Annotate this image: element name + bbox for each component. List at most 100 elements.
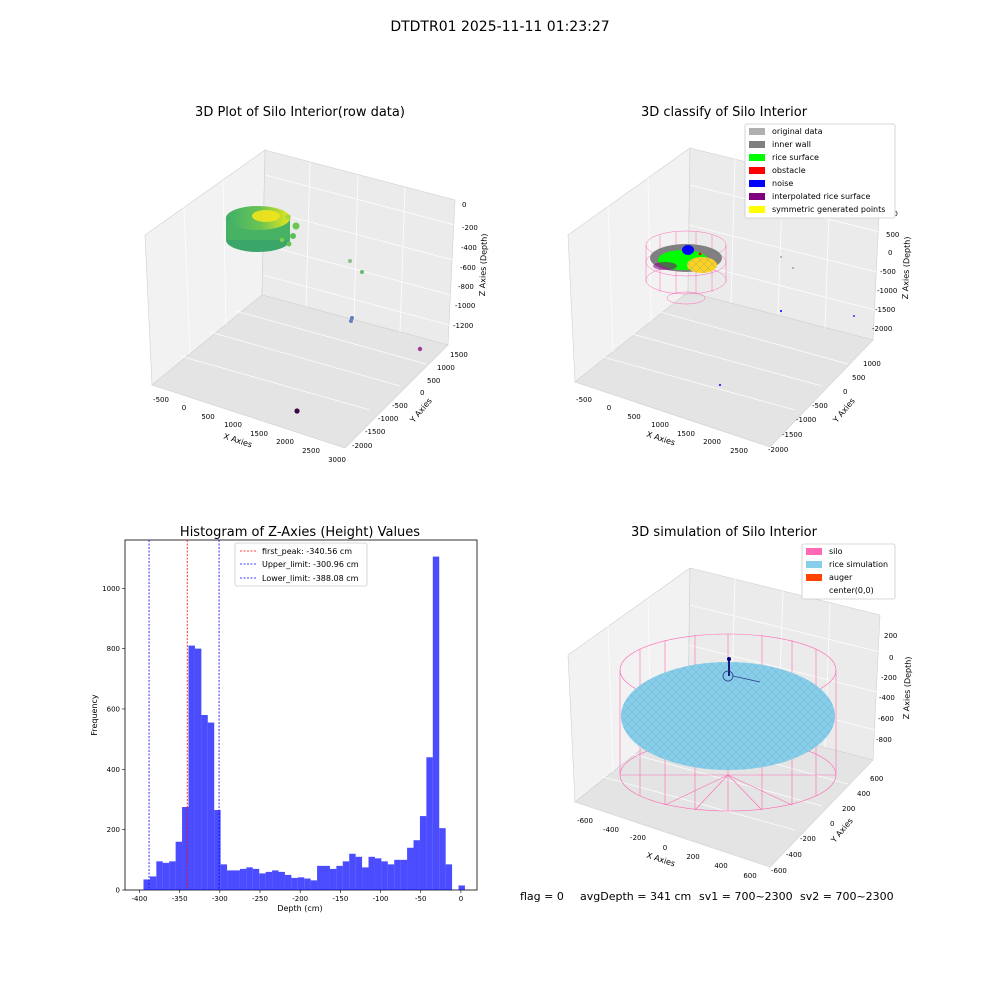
histogram-bar [426,757,433,890]
classify-z-tick: -1500 [875,306,895,314]
histogram-x-tick: -300 [212,895,228,903]
simulation-legend-item: auger [806,573,853,582]
simulation-x-label: X Axies [645,851,676,869]
histogram-x-ticks: -400 -350 -300 -250 -200 -150 -100 -50 0 [132,890,463,903]
classify-legend-item: noise [749,179,793,188]
histogram-x-tick: 0 [459,895,463,903]
simulation-legend-label: center(0,0) [829,586,874,595]
simulation-x-tick: 400 [714,862,727,870]
simulation-x-tick: -400 [603,826,619,834]
histogram-legend-item: Upper_limit: -300.96 cm [240,560,359,569]
histogram-legend-label: first_peak: -340.56 cm [262,547,352,556]
histogram-y-ticks: 0 200 400 600 800 1000 [102,585,125,895]
simulation-panel-title: 3D simulation of Silo Interior [631,525,818,540]
histogram-y-tick: 800 [107,645,120,653]
status-footer: flag = 0 avgDepth = 341 cm sv1 = 700~230… [520,890,894,903]
simulation-x-tick: 0 [663,844,667,852]
histogram-bar [432,556,440,890]
histogram-y-label: Frequency [90,694,99,736]
classify-legend-swatch [749,180,765,187]
histogram-bar [272,870,279,890]
classify-x-ticks: -500 0 500 1000 1500 2000 2500 [576,396,748,455]
histogram-reference-lines [148,540,220,890]
simulation-z-tick: -600 [878,715,894,723]
simulation-legend-label: silo [829,547,843,556]
simulation-x-tick: 600 [743,872,756,880]
histogram-x-tick: -100 [373,895,389,903]
histogram-bar [291,877,298,890]
classify-legend-item: original data [749,127,823,136]
raw-y-tick: 1000 [437,364,455,372]
classify-y-tick: 1000 [863,360,881,368]
classify-z-tick: 500 [886,231,899,239]
raw-x-tick: 0 [182,404,186,412]
histogram-bar [194,648,202,890]
simulation-z-tick: -200 [881,674,897,682]
simulation-z-tick: -400 [879,694,895,702]
classify-y-tick: 0 [843,388,847,396]
histogram-bar [207,722,215,890]
classify-legend-item: inner wall [749,140,811,149]
raw-z-tick: 0 [462,201,466,209]
center-marker-icon [727,657,731,661]
histogram-bar [201,715,208,890]
raw-x-tick: 2000 [276,438,294,446]
histogram-x-tick: -250 [252,895,268,903]
histogram-bar [342,861,350,890]
histogram-bar [156,861,163,890]
simulation-legend-label: rice simulation [829,560,888,569]
histogram-bar [355,856,363,890]
simulation-y-tick: -600 [771,867,787,875]
histogram-legend-item: first_peak: -340.56 cm [240,547,352,556]
histogram-bar [445,864,453,890]
classify-x-tick: 0 [607,404,611,412]
simulation-legend-swatch [806,574,822,581]
histogram-bar [214,810,221,890]
classify-legend-swatch [749,128,765,135]
raw-panel-title: 3D Plot of Silo Interior(row data) [195,105,405,120]
simulation-legend-item: center(0,0) [829,586,874,595]
simulation-z-label: Z Axies (Depth) [902,656,913,719]
simulation-x-ticks: -600 -400 -200 0 200 400 600 [577,817,757,880]
classify-y-ticks: 1000 500 0 -500 -1000 -1500 -2000 [768,360,881,454]
simulation-z-tick: -800 [876,736,892,744]
simulation-y-ticks: 600 400 200 0 -200 -400 -600 [771,775,883,875]
histogram-y-tick: 200 [107,826,120,834]
classify-x-label: X Axies [645,430,676,448]
simulation-y-tick: -200 [800,835,816,843]
histogram-bar [220,864,228,890]
histogram-x-tick: -350 [172,895,188,903]
histogram-bar [323,865,330,890]
simulation-legend-item: silo [806,547,843,556]
classify-legend-item: interpolated rice surface [749,192,870,201]
simulation-x-tick: 200 [686,853,699,861]
classify-legend-swatch [749,141,765,148]
histogram-bar [439,828,446,890]
simulation-z-tick: 0 [889,654,893,662]
raw-y-tick: 1500 [450,351,468,359]
simulation-y-tick: 600 [870,775,883,783]
histogram-bar [317,865,324,890]
histogram-bar [304,878,311,890]
raw-y-tick: 0 [420,389,424,397]
histogram-bar [175,841,183,890]
raw-outliers [294,259,423,414]
simulation-z-ticks: 200 0 -200 -400 -600 -800 [876,632,897,744]
raw-z-tick: -400 [461,244,477,252]
raw-y-tick: 500 [427,377,440,385]
histogram-bar [310,880,318,890]
histogram-title: Histogram of Z-Axies (Height) Values [180,525,420,540]
classify-points [650,244,855,386]
classify-x-tick: 1000 [651,421,669,429]
classify-z-tick: -1000 [877,287,897,295]
histogram-bar [265,871,273,890]
raw-z-label: Z Axies (Depth) [478,233,489,296]
histogram-bar [297,877,305,890]
histogram-bar [278,871,285,890]
simulation-x-tick: -600 [577,817,593,825]
classify-legend-swatch [749,167,765,174]
histogram-legend: first_peak: -340.56 cm Upper_limit: -300… [234,542,368,587]
simulation-rice-surface [621,662,835,770]
classify-legend-item: rice surface [749,153,819,162]
classify-x-tick: 2500 [730,447,748,455]
